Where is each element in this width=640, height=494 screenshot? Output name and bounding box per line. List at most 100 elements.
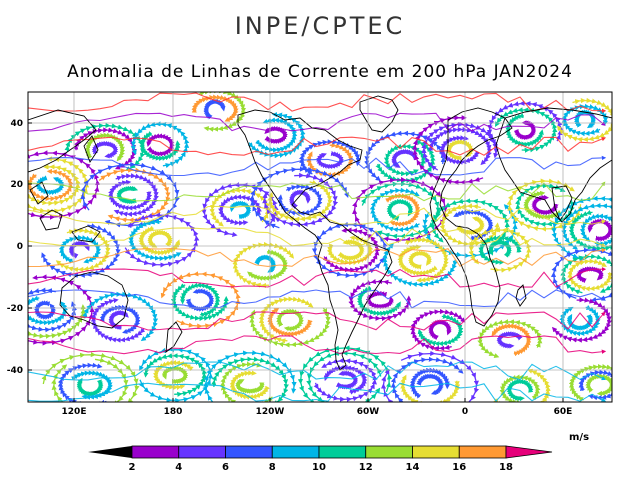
streamline xyxy=(201,182,279,237)
lon-tick-label: 0 xyxy=(462,407,468,417)
streamline xyxy=(468,227,532,273)
streamline xyxy=(143,353,208,397)
streamline xyxy=(218,194,262,226)
streamline xyxy=(322,227,381,273)
coastlines xyxy=(28,95,612,371)
streamline xyxy=(146,133,175,157)
plot-area xyxy=(28,92,612,402)
colorbar-label: 2 xyxy=(129,462,136,473)
streamline xyxy=(28,289,606,309)
streamline xyxy=(337,239,365,261)
streamline xyxy=(391,148,419,168)
streamline xyxy=(82,291,159,342)
streamline xyxy=(559,305,601,337)
streamline xyxy=(335,370,359,390)
colorbar-label: 12 xyxy=(359,462,373,473)
streamline xyxy=(249,307,331,348)
streamline xyxy=(28,164,81,206)
lat-tick-label: 20 xyxy=(10,180,23,190)
streamline xyxy=(220,361,273,402)
lat-tick-label: 0 xyxy=(17,242,23,252)
streamline xyxy=(28,227,607,248)
longitude-ticks: 120E 180 120W 60W 0 60E xyxy=(62,398,572,417)
streamline xyxy=(80,161,180,229)
lat-tick-label: 40 xyxy=(10,119,23,129)
lon-tick-label: 180 xyxy=(164,407,183,417)
lon-tick-label: 60W xyxy=(357,407,380,417)
streamline xyxy=(299,139,361,176)
streamline xyxy=(161,365,189,385)
streamline xyxy=(170,283,229,322)
streamline xyxy=(513,120,537,141)
streamline xyxy=(311,221,388,279)
lat-lon-grid xyxy=(28,92,612,402)
streamline xyxy=(28,382,606,402)
streamlines xyxy=(28,92,612,402)
streamline xyxy=(124,212,200,268)
streamline xyxy=(28,205,607,225)
streamline xyxy=(365,290,394,310)
colorbar-segment xyxy=(225,445,273,459)
streamline xyxy=(139,346,214,402)
lat-tick-label: -40 xyxy=(7,366,23,376)
streamline xyxy=(28,267,607,288)
streamline xyxy=(108,179,153,211)
streamline xyxy=(113,173,159,217)
streamline xyxy=(446,139,474,161)
streamline xyxy=(28,361,606,381)
streamline xyxy=(229,200,252,220)
streamline xyxy=(203,350,297,402)
lat-tick-label: -20 xyxy=(7,304,23,314)
streamline xyxy=(360,181,441,239)
colorbar-segment xyxy=(178,445,226,459)
streamline xyxy=(453,209,494,241)
streamline xyxy=(255,117,298,153)
streamline xyxy=(550,247,612,303)
streamline xyxy=(380,350,480,402)
streamline xyxy=(506,178,584,232)
colorbar-segment xyxy=(318,445,367,459)
latitude-ticks: 40 20 0 -20 -40 xyxy=(7,119,32,376)
streamline xyxy=(410,308,466,352)
streamline xyxy=(98,167,171,223)
streamline xyxy=(254,254,277,273)
streamline xyxy=(386,198,414,222)
colorbar-segment xyxy=(365,445,413,459)
streamline xyxy=(28,181,606,202)
streamline xyxy=(160,271,241,329)
streamline xyxy=(348,278,412,322)
colorbar-label: 10 xyxy=(312,462,326,473)
streamline xyxy=(41,351,140,402)
colorbar-under-arrow xyxy=(88,446,132,458)
streamline xyxy=(568,363,612,402)
colorbar-label: 14 xyxy=(406,462,420,473)
streamline xyxy=(313,357,378,402)
streamline xyxy=(34,300,56,320)
streamline xyxy=(488,239,512,258)
streamline xyxy=(478,235,522,265)
streamline xyxy=(399,374,461,402)
colorbar: 2 4 6 8 10 12 14 16 18 xyxy=(88,445,553,473)
colorbar-label: 18 xyxy=(499,462,513,473)
streamline xyxy=(235,379,265,394)
streamline xyxy=(28,92,607,113)
streamline xyxy=(456,216,485,236)
streamline xyxy=(99,304,141,334)
streamline xyxy=(408,250,432,270)
streamline xyxy=(203,98,226,120)
colorbar-segment xyxy=(458,445,507,459)
streamline xyxy=(28,136,607,156)
streamline xyxy=(28,248,607,268)
streamline xyxy=(505,113,544,148)
colorbar-over-arrow xyxy=(505,445,553,459)
streamline xyxy=(576,266,604,284)
colorbar-segment xyxy=(412,445,460,459)
streamline xyxy=(185,288,215,312)
streamline xyxy=(130,121,190,169)
lon-tick-label: 120E xyxy=(62,407,87,417)
colorbar-label: 8 xyxy=(269,462,276,473)
map-frame xyxy=(27,91,613,403)
organization-title: INPE/CPTEC xyxy=(234,12,406,40)
streamline xyxy=(493,368,551,402)
